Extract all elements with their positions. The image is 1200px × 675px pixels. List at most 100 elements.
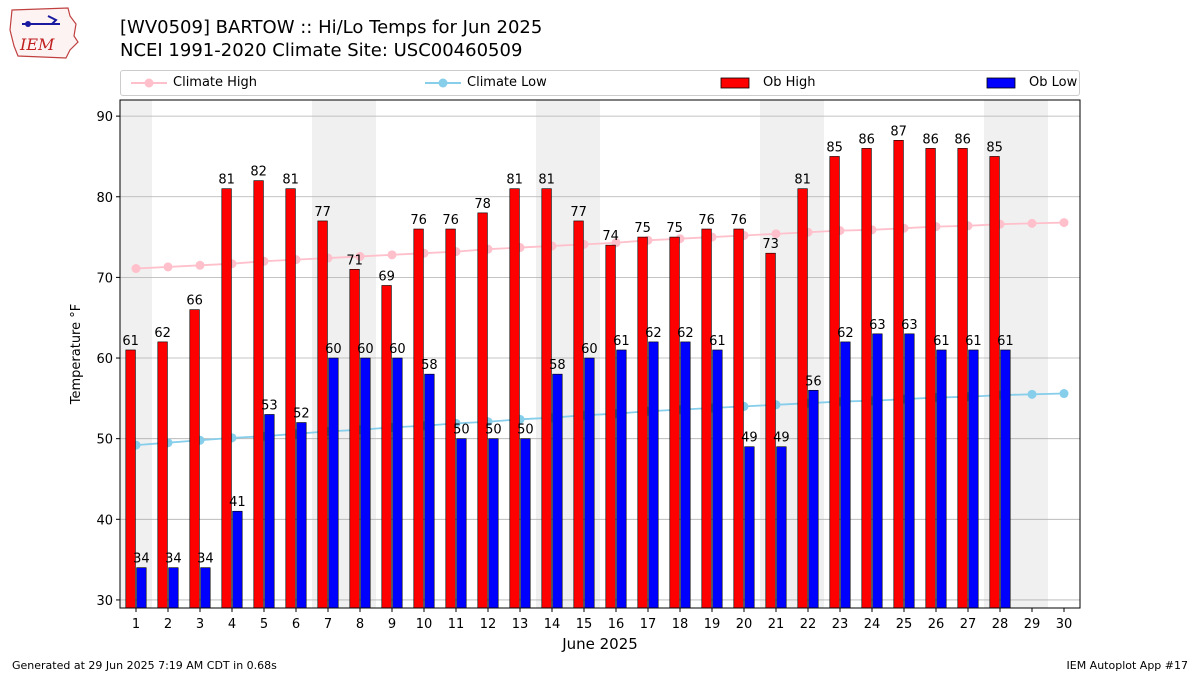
ob-low-bar	[456, 438, 467, 609]
x-tick-label: 4	[228, 617, 236, 632]
ob-high-bar	[861, 148, 872, 609]
x-tick-label: 8	[356, 617, 364, 632]
ob-high-label: 85	[826, 140, 843, 155]
weekend-band	[760, 100, 792, 608]
ob-high-label: 76	[730, 213, 747, 228]
ob-high-bar	[317, 220, 328, 609]
ob-high-bar	[989, 156, 1000, 609]
y-tick-label: 70	[96, 271, 113, 286]
ob-high-bar	[637, 236, 648, 609]
bars	[125, 140, 1011, 609]
x-tick-label: 6	[292, 617, 300, 632]
x-tick-label: 20	[736, 617, 753, 632]
ob-high-bar	[413, 228, 424, 609]
x-tick-label: 1	[132, 617, 140, 632]
ob-low-label: 61	[965, 334, 982, 349]
ob-low-label: 49	[741, 431, 758, 446]
ob-low-bar	[200, 567, 211, 609]
ob-high-label: 77	[570, 205, 587, 220]
svg-text:IEM: IEM	[19, 35, 55, 54]
ob-high-label: 75	[634, 221, 651, 236]
plot-frame	[119, 99, 1081, 609]
ob-low-label: 61	[613, 334, 630, 349]
y-tick-label: 40	[96, 513, 113, 528]
ob-low-label: 58	[421, 358, 438, 373]
ob-high-bar	[733, 228, 744, 609]
ob-low-bar	[328, 357, 339, 609]
weekend-band	[984, 100, 1016, 608]
x-tick-label: 17	[640, 617, 657, 632]
ob-low-bar	[424, 373, 435, 609]
climate-high-point	[1027, 218, 1037, 228]
ob-high-label: 85	[986, 140, 1003, 155]
footer-generated: Generated at 29 Jun 2025 7:19 AM CDT in …	[12, 659, 277, 672]
ob-high-bar	[573, 220, 584, 609]
ob-low-bar	[136, 567, 147, 609]
ob-low-label: 62	[645, 326, 662, 341]
ob-low-bar	[584, 357, 595, 609]
x-tick-label: 18	[672, 617, 689, 632]
ob-low-bar	[264, 414, 275, 609]
ob-high-bar	[157, 341, 168, 609]
ob-high-label: 71	[346, 253, 363, 268]
ob-low-label: 62	[837, 326, 854, 341]
ob-low-bar	[776, 446, 787, 609]
climate-high-point	[1059, 218, 1069, 228]
ob-high-label: 62	[154, 326, 171, 341]
x-tick-label: 3	[196, 617, 204, 632]
weekend-band	[344, 100, 376, 608]
x-tick-label: 13	[512, 617, 529, 632]
x-tick-label: 10	[416, 617, 433, 632]
ob-high-bar	[797, 188, 808, 609]
footer-app: IEM Autoplot App #17	[1066, 659, 1189, 672]
climate-high-point	[163, 262, 173, 272]
ob-low-label: 60	[581, 342, 598, 357]
ob-high-bar	[605, 244, 616, 609]
y-tick-label: 30	[96, 594, 113, 609]
weekend-band	[536, 100, 568, 608]
weekend-band	[120, 100, 152, 608]
weekend-bands	[120, 100, 1048, 608]
ob-low-bar	[872, 333, 883, 609]
x-tick-label: 24	[864, 617, 881, 632]
y-tick-label: 80	[96, 191, 113, 206]
x-tick-label: 30	[1056, 617, 1073, 632]
chart-subtitle: NCEI 1991-2020 Climate Site: USC00460509	[120, 40, 523, 61]
x-tick-label: 5	[260, 617, 268, 632]
ob-high-label: 73	[762, 237, 779, 252]
ob-high-bar	[285, 188, 296, 609]
ob-low-bar	[1000, 349, 1011, 609]
ob-low-bar	[680, 341, 691, 609]
ob-low-bar	[520, 438, 531, 609]
ob-low-bar	[232, 510, 243, 609]
ob-high-label: 61	[122, 334, 139, 349]
climate-high-point	[355, 251, 365, 261]
ob-high-bar	[349, 269, 360, 609]
x-tick-label: 22	[800, 617, 817, 632]
ob-low-label: 34	[165, 552, 182, 567]
x-tick-label: 19	[704, 617, 721, 632]
ob-low-bar	[904, 333, 915, 609]
ob-high-label: 81	[506, 173, 523, 188]
ob-high-bar	[253, 180, 264, 609]
bar-value-labels: 61 62 66 81 82 81 77 71 69 76 76 78 81 81 77 74 75 75 76 76…	[122, 124, 1013, 566]
ob-low-label: 34	[197, 552, 214, 567]
ob-high-bar	[509, 188, 520, 609]
ob-low-label: 63	[869, 318, 886, 333]
ob-low-bar	[648, 341, 659, 609]
ob-high-bar	[669, 236, 680, 609]
ob-high-label: 76	[410, 213, 427, 228]
weekend-band	[312, 100, 344, 608]
x-tick-label: 23	[832, 617, 849, 632]
x-tick-label: 29	[1024, 617, 1041, 632]
ob-low-bar	[808, 389, 819, 609]
ob-high-label: 81	[538, 173, 555, 188]
ob-high-label: 78	[474, 197, 491, 212]
ob-low-bar	[360, 357, 371, 609]
weekend-band	[792, 100, 824, 608]
ob-high-label: 86	[858, 132, 875, 147]
ob-low-bar	[840, 341, 851, 609]
ob-low-label: 60	[357, 342, 374, 357]
ob-low-bar	[968, 349, 979, 609]
ob-low-bar	[296, 422, 307, 609]
